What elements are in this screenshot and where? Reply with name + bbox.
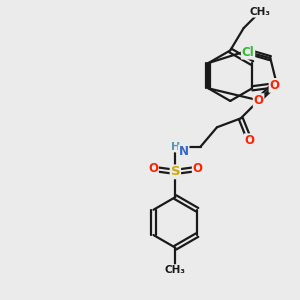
Text: O: O <box>193 162 202 176</box>
Text: CH₃: CH₃ <box>250 7 271 17</box>
Text: O: O <box>245 134 255 147</box>
Text: N: N <box>179 146 189 158</box>
Text: H: H <box>171 142 180 152</box>
Text: S: S <box>170 165 180 178</box>
Text: O: O <box>148 162 158 176</box>
Text: O: O <box>269 79 279 92</box>
Text: O: O <box>254 94 264 107</box>
Text: CH₃: CH₃ <box>165 265 186 275</box>
Text: Cl: Cl <box>242 46 254 59</box>
